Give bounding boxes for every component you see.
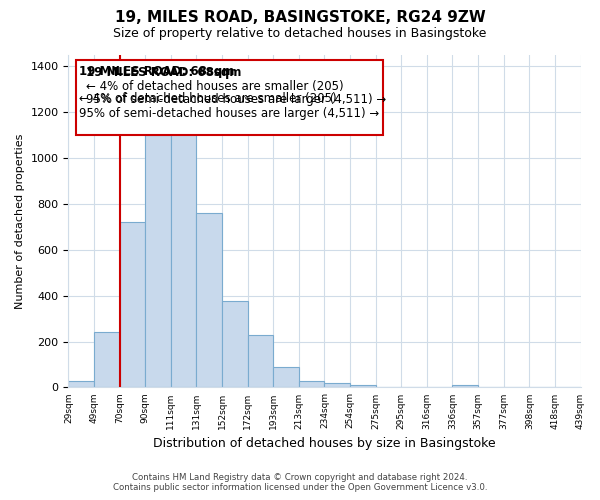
Text: Contains HM Land Registry data © Crown copyright and database right 2024.
Contai: Contains HM Land Registry data © Crown c… — [113, 473, 487, 492]
Bar — [68, 380, 94, 388]
Bar — [452, 385, 478, 388]
Text: ← 4% of detached houses are smaller (205): ← 4% of detached houses are smaller (205… — [86, 80, 344, 93]
Text: Size of property relative to detached houses in Basingstoke: Size of property relative to detached ho… — [113, 28, 487, 40]
Bar — [299, 380, 325, 388]
Text: 19, MILES ROAD, BASINGSTOKE, RG24 9ZW: 19, MILES ROAD, BASINGSTOKE, RG24 9ZW — [115, 10, 485, 25]
Bar — [94, 332, 119, 388]
Text: ← 4% of detached houses are smaller (205)
95% of semi-detached houses are larger: ← 4% of detached houses are smaller (205… — [79, 92, 379, 120]
Bar — [145, 135, 171, 388]
Bar — [350, 385, 376, 388]
Text: 95% of semi-detached houses are larger (4,511) →: 95% of semi-detached houses are larger (… — [86, 93, 386, 106]
FancyBboxPatch shape — [76, 60, 383, 135]
Bar — [222, 302, 248, 388]
Text: 19 MILES ROAD: 68sqm: 19 MILES ROAD: 68sqm — [86, 66, 242, 78]
Bar — [171, 130, 196, 388]
Bar — [248, 334, 273, 388]
Text: 19 MILES ROAD: 68sqm: 19 MILES ROAD: 68sqm — [79, 65, 234, 78]
Bar — [196, 213, 222, 388]
X-axis label: Distribution of detached houses by size in Basingstoke: Distribution of detached houses by size … — [153, 437, 496, 450]
Y-axis label: Number of detached properties: Number of detached properties — [15, 134, 25, 309]
Bar — [119, 222, 145, 388]
Bar — [273, 367, 299, 388]
Bar — [325, 383, 350, 388]
